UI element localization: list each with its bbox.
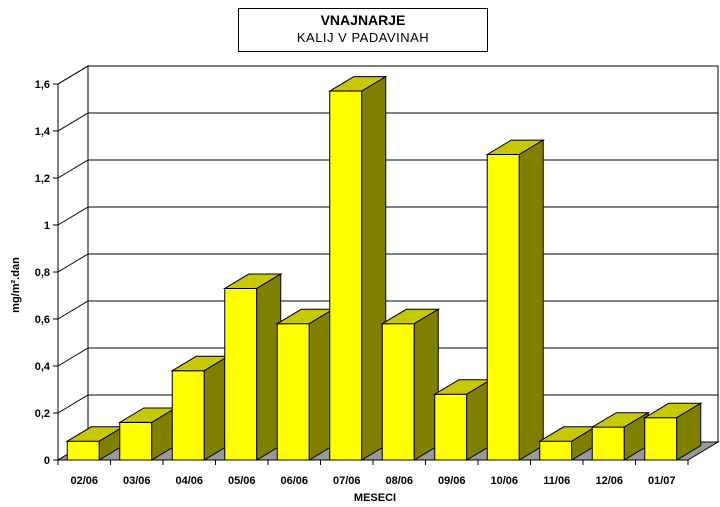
x-tick-label: 10/06 bbox=[490, 475, 518, 487]
y-tick-label: 1,2 bbox=[35, 173, 50, 185]
bar-front bbox=[276, 323, 310, 461]
x-tick-label: 02/06 bbox=[70, 475, 98, 487]
bar-front bbox=[434, 393, 468, 461]
bar bbox=[485, 139, 546, 461]
x-axis-label: MESECI bbox=[354, 492, 396, 504]
y-tick-label: 0,2 bbox=[35, 408, 50, 420]
gridline bbox=[57, 112, 718, 132]
y-tick-label: 0,8 bbox=[35, 267, 50, 279]
x-tick-label: 04/06 bbox=[175, 475, 203, 487]
x-tick-label: 12/06 bbox=[595, 475, 623, 487]
y-tick-label: 0,4 bbox=[35, 361, 51, 373]
bar-front bbox=[644, 417, 678, 461]
y-tick-label: 0,6 bbox=[35, 314, 50, 326]
y-axis-ticks: 0 0,2 0,4 0,6 0,8 1 1,2 1,4 1,6 bbox=[35, 79, 59, 467]
bar-front bbox=[171, 370, 205, 461]
x-tick-label: 09/06 bbox=[438, 475, 466, 487]
bar-front bbox=[591, 426, 625, 461]
bar bbox=[275, 308, 336, 461]
x-tick-label: 03/06 bbox=[123, 475, 151, 487]
bar-front bbox=[224, 287, 258, 461]
gridline bbox=[57, 65, 718, 85]
chart-title-box: VNAJNARJE KALIJ V PADAVINAH bbox=[238, 8, 488, 52]
bar-front bbox=[329, 90, 363, 461]
bar-front bbox=[119, 421, 153, 461]
x-tick-label: 06/06 bbox=[280, 475, 308, 487]
bar bbox=[642, 402, 703, 461]
x-tick-label: 07/06 bbox=[333, 475, 361, 487]
chart-title: VNAJNARJE bbox=[320, 12, 406, 28]
x-tick-label: 01/07 bbox=[648, 475, 676, 487]
bar bbox=[327, 75, 388, 461]
bar-front bbox=[66, 440, 100, 461]
bar bbox=[170, 355, 231, 461]
y-tick-label: 1 bbox=[44, 220, 50, 232]
bar bbox=[432, 378, 493, 461]
y-axis-label: mg/m².dan bbox=[10, 257, 22, 313]
x-tick-label: 08/06 bbox=[385, 475, 413, 487]
y-tick-label: 1,4 bbox=[35, 126, 51, 138]
bar-front bbox=[486, 154, 520, 461]
y-tick-label: 1,6 bbox=[35, 79, 50, 91]
bar-front bbox=[539, 440, 573, 461]
x-tick-label: 11/06 bbox=[543, 475, 570, 487]
bar bbox=[380, 308, 441, 461]
y-tick-label: 0 bbox=[44, 455, 50, 467]
bar-side bbox=[518, 139, 544, 461]
bar-front bbox=[381, 323, 415, 461]
bar bbox=[222, 273, 283, 461]
x-axis-ticks: 02/06 03/06 04/06 05/06 06/06 07/06 08/06 09/06… bbox=[57, 459, 689, 487]
bar bbox=[65, 425, 126, 461]
chart-bars bbox=[65, 75, 703, 461]
bar-side bbox=[676, 402, 702, 461]
x-tick-label: 05/06 bbox=[228, 475, 256, 487]
bar bbox=[590, 411, 651, 461]
chart-subtitle: KALIJ V PADAVINAH bbox=[296, 30, 430, 45]
